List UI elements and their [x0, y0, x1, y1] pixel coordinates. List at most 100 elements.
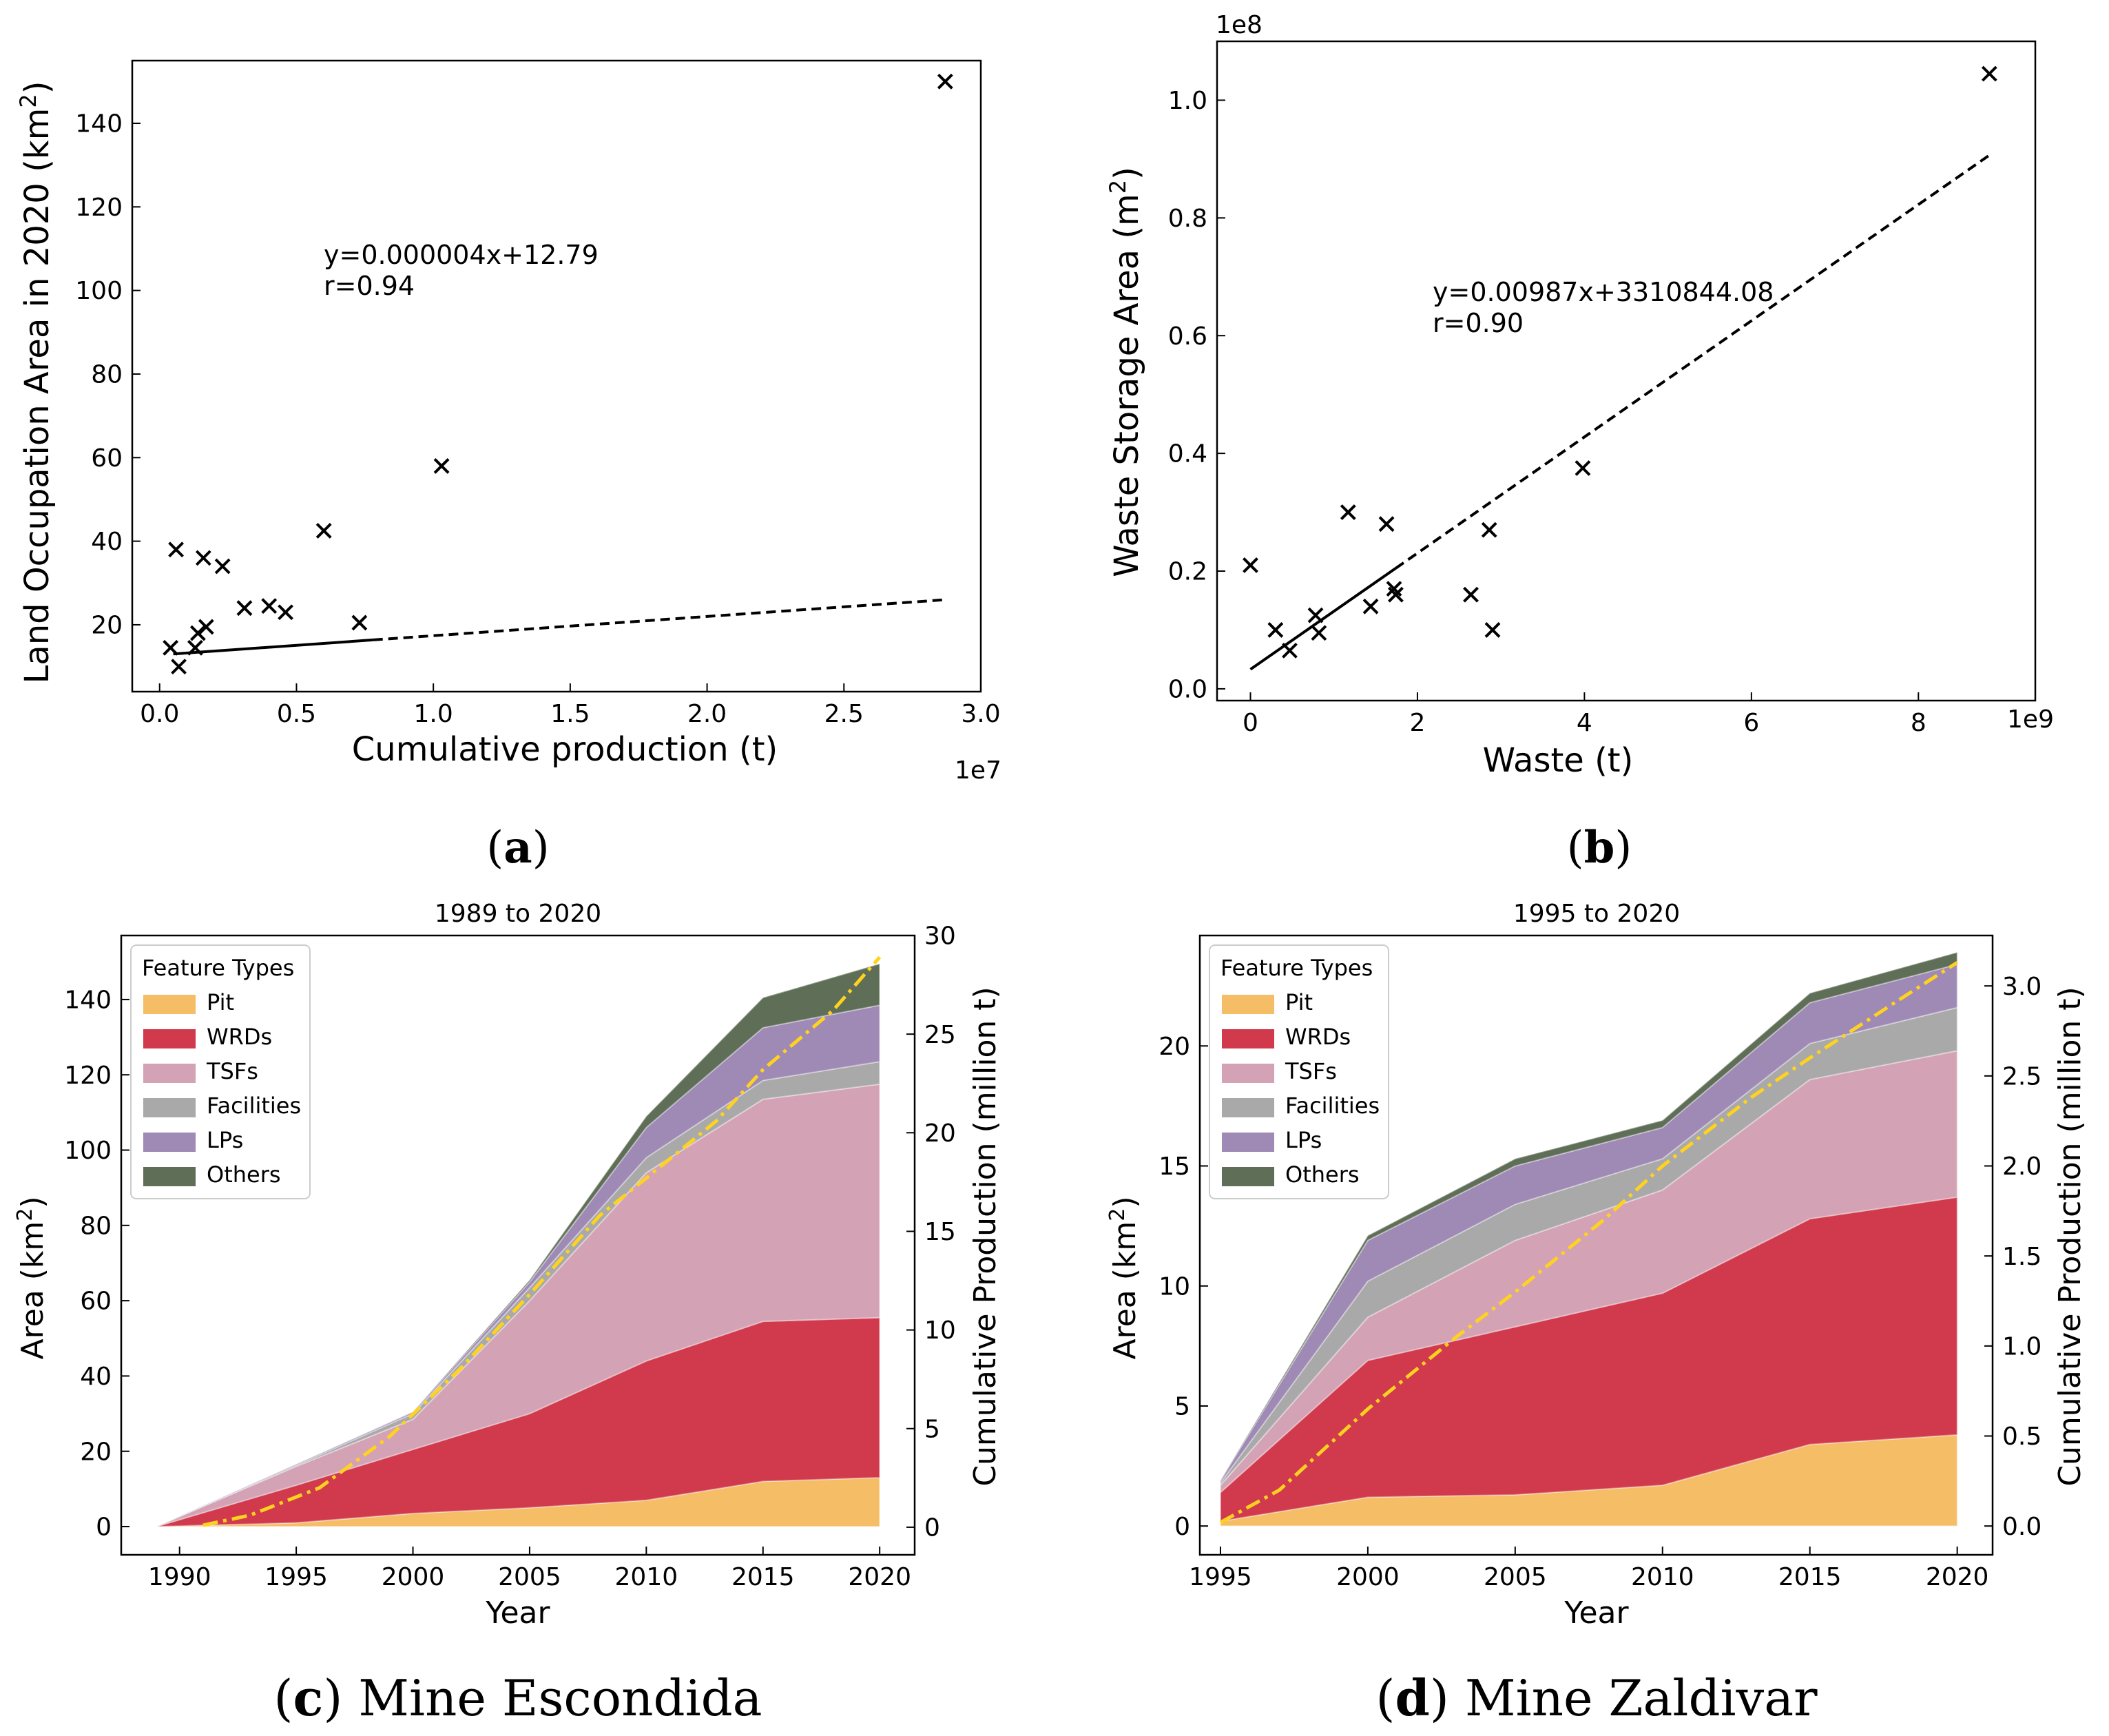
- panel-b-data-point: [1388, 586, 1404, 603]
- panel-c-legend: Feature Types Pit WRDs TSFs Facilities LPs Oth…: [130, 944, 311, 1199]
- panel-a-x-tick-label: 3.0: [961, 700, 1000, 728]
- panel-d-area-others: [1220, 951, 1958, 1481]
- panel-d-caption-letter: d: [1395, 1668, 1430, 1727]
- panel-c-legend-label-lps: LPs: [207, 1127, 243, 1153]
- panel-c-legend-title: Feature Types: [142, 955, 294, 981]
- panel-c-y2-tick-label: 30: [924, 922, 956, 951]
- panel-d-legend-label-tsfs: TSFs: [1285, 1058, 1337, 1084]
- panel-c-y-tick-label: 140: [64, 986, 112, 1015]
- panel-d-title: 1995 to 2020: [1513, 900, 1680, 928]
- panel-b-caption: (b): [1567, 822, 1632, 874]
- panel-c-legend-swatch-facilities: [143, 1098, 196, 1117]
- panel-c-y2-tick-label: 0: [924, 1514, 940, 1542]
- panel-b-frame: [1216, 40, 2037, 702]
- panel-a-data-point: [261, 598, 278, 614]
- panel-d-y-axis-label-text: Area (km: [1108, 1221, 1143, 1360]
- panel-b-y-tick-label: 1.0: [1168, 87, 1207, 115]
- panel-b-x-tick-label: 2: [1409, 709, 1425, 737]
- panel-c-production-line: [202, 955, 882, 1527]
- panel-d-y2-tick-label: 2.0: [2002, 1153, 2042, 1181]
- panel-a-fit-line-solid: [173, 638, 373, 656]
- panel-a-caption: (a): [486, 822, 549, 874]
- panel-d-y2-tick-label: 2.5: [2002, 1062, 2042, 1091]
- panel-a-y-tick-label: 80: [91, 361, 123, 389]
- panel-d-legend-label-facilities: Facilities: [1285, 1093, 1380, 1119]
- panel-c-legend-swatch-tsfs: [143, 1064, 196, 1083]
- panel-a-y-tick-label: 140: [75, 110, 123, 138]
- panel-d-area-chart: 1995 2000 2005 2010 2015 2020 0 5 10 15 20 0.0 0.5 1.…: [1105, 900, 2088, 1727]
- panel-d-legend-title: Feature Types: [1220, 955, 1373, 981]
- panel-d-legend-swatch-facilities: [1222, 1098, 1274, 1117]
- panel-b-data-point: [1484, 622, 1501, 638]
- panel-a-annotation: y=0.000004x+12.79 r=0.94: [324, 240, 599, 301]
- panel-d-legend-swatch-pit: [1222, 995, 1274, 1014]
- panel-c-area-tsfs: [156, 1083, 881, 1527]
- panel-b-caption-letter: b: [1584, 822, 1615, 874]
- panel-d-y-tick-label: 5: [1174, 1393, 1190, 1421]
- panel-d-area-pit: [1219, 1434, 1958, 1527]
- panel-c-area-lps: [156, 1004, 881, 1527]
- panel-b-y-tick-label: 0.2: [1168, 558, 1207, 586]
- panel-a-equation: y=0.000004x+12.79: [324, 240, 599, 270]
- panel-b-x-exponent: 1e9: [2007, 705, 2054, 734]
- panel-c-y-tick-label: 60: [80, 1288, 112, 1316]
- panel-d-caption: (d) Mine Zaldivar: [1375, 1668, 1818, 1727]
- panel-c-frame: [120, 934, 916, 1556]
- panel-a-data-point: [198, 619, 214, 635]
- panel-b-x-tick-label: 8: [1911, 709, 1926, 737]
- panel-d-y2-tick-label: 1.0: [2002, 1332, 2042, 1361]
- panel-a-data-point: [163, 639, 179, 656]
- panel-b-data-point: [1282, 642, 1298, 659]
- panel-b-data-point: [1981, 65, 1997, 82]
- panel-d-x-tick-label: 2020: [1926, 1563, 1989, 1591]
- panel-d-legend-swatch-wrds: [1222, 1029, 1274, 1048]
- panel-b-r-value: r=0.90: [1433, 308, 1524, 338]
- panel-d-y-axis-label-sup: 2: [1105, 1208, 1130, 1221]
- panel-c-x-tick-label: 2005: [498, 1563, 561, 1591]
- panel-a-x-exponent: 1e7: [955, 756, 1001, 785]
- panel-c-x-tick-label: 2000: [382, 1563, 445, 1591]
- panel-c-area-others: [156, 962, 881, 1527]
- panel-a-y-tick-label: 60: [91, 444, 123, 473]
- panel-d-legend-swatch-tsfs: [1222, 1064, 1274, 1083]
- panel-b-y-axis-label-text: Waste Storage Area (m: [1108, 194, 1146, 577]
- panel-c-y-axis-label-close: ): [15, 1196, 50, 1208]
- panel-b-data-point: [1575, 460, 1591, 476]
- panel-d-y-tick-label: 10: [1159, 1272, 1190, 1301]
- panel-b-scatter: 0 2 4 6 8 0.0 0.2 0.4 0.6 0.8 1.0 Waste (t) 1e9 1e…: [1105, 11, 2054, 874]
- panel-c-x-tick-label: 2015: [731, 1563, 795, 1591]
- panel-a-x-axis-label: Cumulative production (t): [352, 730, 778, 769]
- panel-c-y-tick-label: 40: [80, 1363, 112, 1391]
- panel-b-y-tick-label: 0.4: [1168, 440, 1207, 468]
- panel-c-y-tick-label: 100: [64, 1137, 112, 1165]
- panel-d-y2-tick-label: 0.5: [2002, 1423, 2042, 1451]
- panel-c-x-tick-label: 1990: [148, 1563, 211, 1591]
- panel-a-data-point: [278, 604, 293, 621]
- panel-c-caption-letter: c: [293, 1668, 323, 1727]
- panel-a-data-point: [187, 639, 203, 656]
- panel-c-y2-tick-label: 5: [924, 1415, 940, 1443]
- panel-a-x-tick-label: 2.0: [687, 700, 727, 728]
- panel-c-x-tick-label: 1995: [264, 1563, 328, 1591]
- panel-d-x-tick-label: 2000: [1336, 1563, 1400, 1591]
- panel-c-x-tick-label: 2010: [615, 1563, 678, 1591]
- panel-a-y-axis-label-text: Land Occupation Area in 2020 (km: [18, 108, 56, 684]
- panel-a-x-tick-label: 1.5: [550, 700, 590, 728]
- panel-c-y2-tick-label: 25: [924, 1021, 956, 1049]
- panel-b-x-axis-label: Waste (t): [1483, 741, 1634, 780]
- panel-a-y-axis-label: Land Occupation Area in 2020 (km2): [15, 81, 56, 684]
- panel-d-legend-label-lps: LPs: [1285, 1127, 1322, 1153]
- panel-c-legend-label-others: Others: [207, 1161, 281, 1188]
- panel-c-legend-swatch-others: [143, 1167, 196, 1186]
- panel-a-x-tick-label: 0.0: [140, 700, 179, 728]
- panel-c-x-axis-label: Year: [485, 1595, 550, 1631]
- panel-a-y-axis-label-sup: 2: [15, 94, 41, 107]
- panel-d-y-tick-label: 0: [1174, 1513, 1190, 1541]
- panel-c-plot-area: 1990 1995 2000 2005 2010 2015 2020020406080100…: [64, 922, 956, 1591]
- panel-b-data-point: [1340, 504, 1356, 520]
- panel-b-y-tick-label: 0.6: [1168, 322, 1207, 351]
- panel-a-fit-line-dashed: [373, 598, 946, 641]
- panel-d-x-tick-label: 2005: [1484, 1563, 1547, 1591]
- panel-c-legend-label-tsfs: TSFs: [206, 1058, 258, 1084]
